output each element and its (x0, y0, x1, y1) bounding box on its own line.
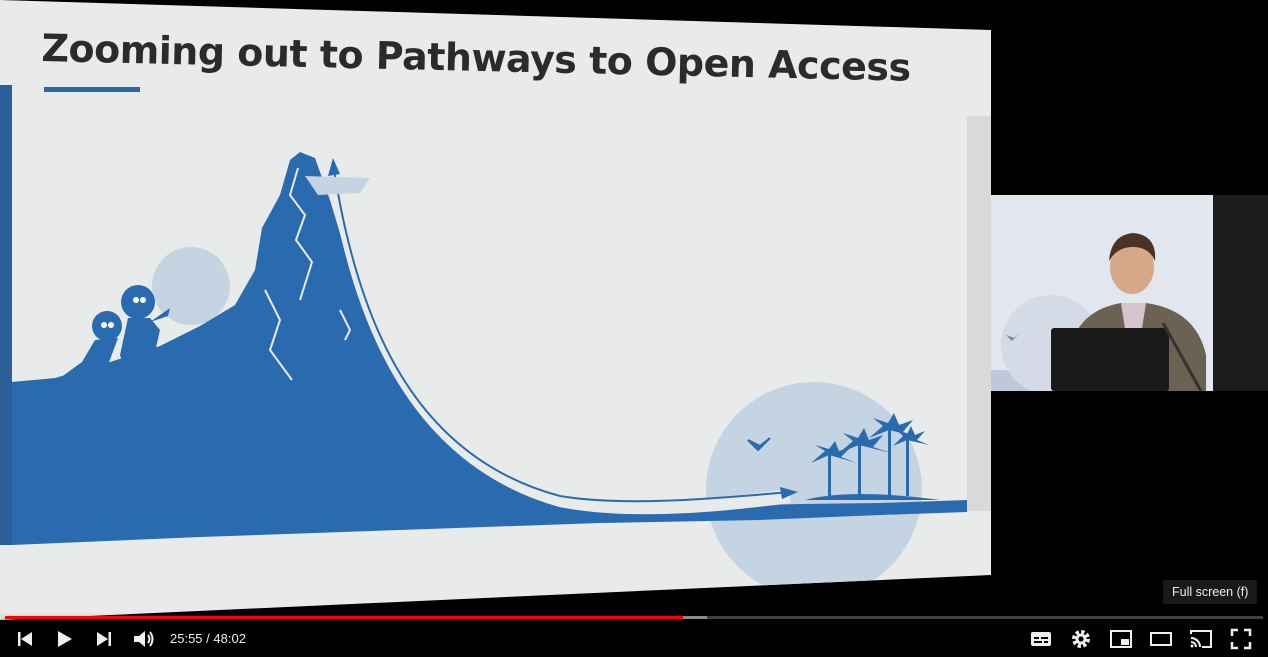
fullscreen-icon (1230, 628, 1252, 650)
previous-icon (18, 632, 32, 646)
miniplayer-icon (1110, 630, 1132, 648)
fullscreen-button[interactable] (1224, 623, 1258, 655)
climbers (60, 285, 170, 378)
right-sun (706, 382, 922, 598)
theater-mode-button[interactable] (1144, 623, 1178, 655)
player-controls-bar (0, 612, 1268, 657)
mountain-crack (288, 167, 314, 301)
progress-bar[interactable] (5, 616, 1263, 619)
microphone-icon (1161, 322, 1203, 391)
left-sun (152, 247, 230, 325)
previous-button[interactable] (8, 623, 42, 655)
mountain (12, 152, 967, 545)
title-underline (44, 87, 140, 92)
volume-icon (134, 631, 154, 647)
speaker-shirt (1121, 303, 1146, 335)
subtitles-icon (1031, 632, 1051, 646)
palm-island (805, 413, 940, 500)
pathway-illustration (12, 152, 967, 598)
current-time: 25:55 (170, 631, 203, 646)
fullscreen-tooltip: Full screen (f) (1163, 580, 1258, 604)
slide-right-strip (967, 116, 991, 511)
time-separator: / (206, 631, 210, 646)
arrow-head-right (780, 487, 798, 499)
settings-icon (1072, 630, 1090, 648)
video-slide: Zooming out to Pathways to Open Access (0, 0, 991, 620)
speaker-scene (991, 195, 1268, 391)
bird-icon (747, 437, 771, 452)
subtitles-button[interactable] (1024, 623, 1058, 655)
theater-mode-icon (1150, 632, 1172, 646)
duration: 48:02 (213, 631, 246, 646)
play-button[interactable] (47, 623, 81, 655)
arrow-head-top (328, 158, 340, 176)
mountain-crack (264, 289, 293, 381)
stage-curtain (1213, 195, 1268, 391)
speaker-head (1110, 240, 1154, 294)
laptop-icon (1051, 328, 1169, 391)
settings-button[interactable] (1064, 623, 1098, 655)
speaker-hair (1109, 233, 1156, 261)
slide-left-bar (0, 85, 12, 545)
next-icon (97, 632, 111, 646)
speaker-video (991, 195, 1268, 391)
faded-bird-icon (1006, 333, 1020, 341)
next-button[interactable] (87, 623, 121, 655)
peak-flag (305, 176, 370, 195)
miniplayer-button[interactable] (1104, 623, 1138, 655)
play-icon (58, 631, 72, 647)
progress-played (5, 616, 684, 619)
cast-button[interactable] (1184, 623, 1218, 655)
cast-icon (1190, 630, 1212, 648)
time-display: 25:55 / 48:02 (170, 631, 246, 646)
pathway-arrow (332, 162, 791, 503)
mountain-crack (339, 309, 352, 341)
mute-button[interactable] (127, 623, 161, 655)
